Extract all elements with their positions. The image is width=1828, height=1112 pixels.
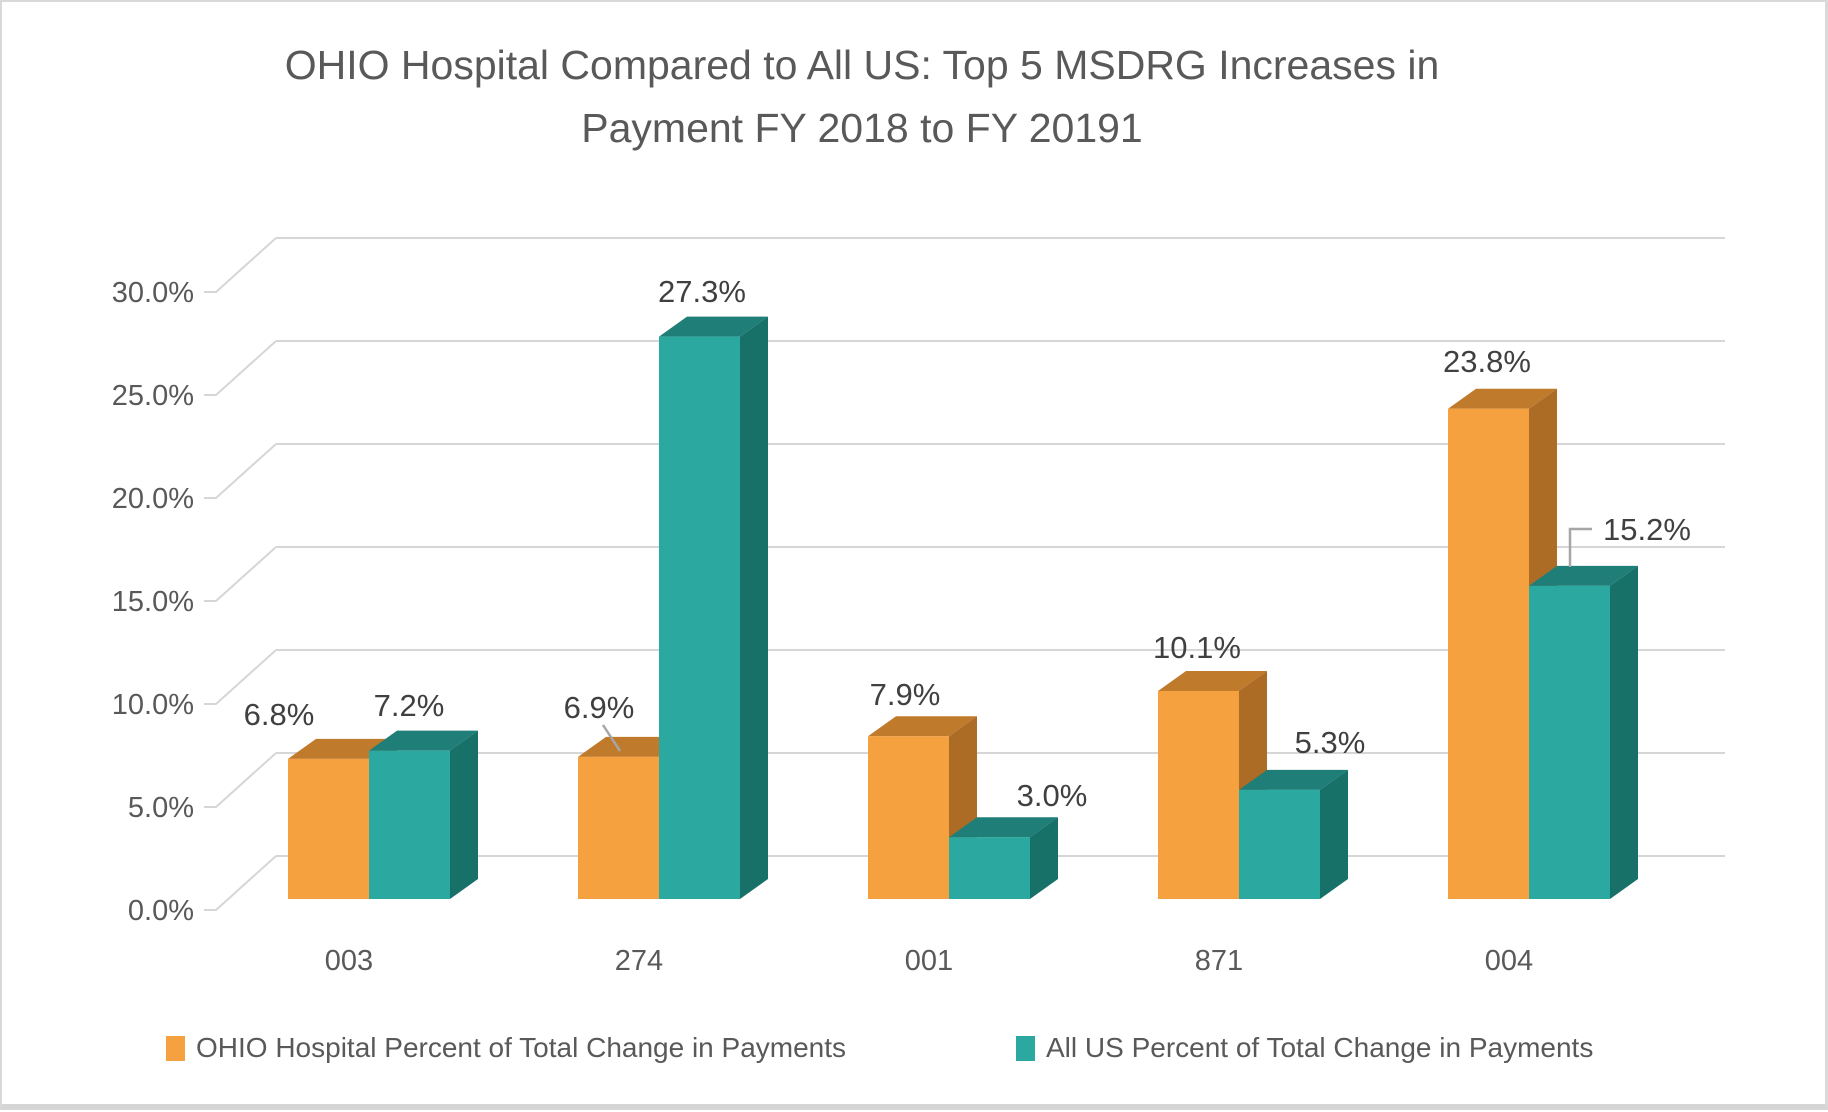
bar-front-ohio-001 xyxy=(868,736,949,899)
bar-side-allus-274 xyxy=(740,316,768,899)
bar-top-allus-001 xyxy=(949,817,1058,838)
legend-swatch-ohio xyxy=(166,1035,185,1061)
bar-top-ohio-871 xyxy=(1158,670,1267,691)
bar-front-ohio-003 xyxy=(288,758,369,899)
category-label-871: 871 xyxy=(1195,945,1243,977)
gridline-diagonal-5 xyxy=(204,752,277,808)
legend-item-allus: All US Percent of Total Change in Paymen… xyxy=(1016,1032,1593,1064)
leader-line-ohio-274 xyxy=(601,724,622,752)
data-label-ohio-274: 6.9% xyxy=(564,690,635,725)
bar-front-allus-001 xyxy=(949,837,1030,899)
chart-title-line2: Payment FY 2018 to FY 20191 xyxy=(581,105,1143,151)
category-label-001: 001 xyxy=(905,945,953,977)
bar-front-allus-003 xyxy=(369,750,450,899)
legend-item-ohio: OHIO Hospital Percent of Total Change in… xyxy=(166,1032,846,1064)
data-label-ohio-001: 7.9% xyxy=(870,677,941,712)
bar-top-allus-004 xyxy=(1529,565,1638,586)
data-label-ohio-871: 10.1% xyxy=(1153,630,1241,665)
legend-label-allus: All US Percent of Total Change in Paymen… xyxy=(1046,1032,1594,1063)
data-label-ohio-004: 23.8% xyxy=(1443,344,1531,379)
bar-side-allus-001 xyxy=(1030,817,1058,899)
data-label-allus-871: 5.3% xyxy=(1295,725,1366,760)
bar-top-allus-274 xyxy=(659,316,768,337)
bar-top-allus-871 xyxy=(1239,769,1348,790)
gridline-diagonal-25 xyxy=(204,340,277,396)
data-label-allus-003: 7.2% xyxy=(374,688,445,723)
gridline-diagonal-15 xyxy=(204,546,277,602)
leader-line-allus-004 xyxy=(1568,527,1592,567)
gridline-diagonal-30 xyxy=(204,237,277,293)
bar-front-ohio-004 xyxy=(1448,408,1529,899)
legend-label-ohio: OHIO Hospital Percent of Total Change in… xyxy=(196,1032,847,1063)
bar-top-ohio-001 xyxy=(868,716,977,737)
y-tick-label-10.0%: 10.0% xyxy=(112,689,194,721)
bar-front-allus-871 xyxy=(1239,789,1320,899)
y-tick-label-30.0%: 30.0% xyxy=(112,277,194,309)
gridline-diagonal-10 xyxy=(204,649,277,705)
data-label-allus-001: 3.0% xyxy=(1017,778,1088,813)
bar-front-ohio-871 xyxy=(1158,690,1239,899)
bar-side-allus-004 xyxy=(1610,565,1638,899)
bar-side-allus-871 xyxy=(1320,769,1348,899)
bar-front-allus-274 xyxy=(659,336,740,899)
y-tick-label-5.0%: 5.0% xyxy=(128,792,194,824)
chart-title: OHIO Hospital Compared to All US: Top 5 … xyxy=(2,34,1722,160)
bar-side-allus-003 xyxy=(450,730,478,899)
bar-front-ohio-274 xyxy=(578,756,659,899)
y-tick-label-15.0%: 15.0% xyxy=(112,586,194,618)
y-tick-label-0.0%: 0.0% xyxy=(128,895,194,927)
bar-front-allus-004 xyxy=(1529,585,1610,899)
bar-top-allus-003 xyxy=(369,730,478,751)
y-tick-label-20.0%: 20.0% xyxy=(112,483,194,515)
bar-top-ohio-004 xyxy=(1448,388,1557,409)
gridline-diagonal-20 xyxy=(204,443,277,499)
category-label-274: 274 xyxy=(615,945,663,977)
data-label-allus-004: 15.2% xyxy=(1603,512,1691,547)
data-label-allus-274: 27.3% xyxy=(658,274,746,309)
category-label-004: 004 xyxy=(1485,945,1533,977)
category-label-003: 003 xyxy=(325,945,373,977)
chart-title-line1: OHIO Hospital Compared to All US: Top 5 … xyxy=(284,42,1440,88)
y-tick-label-25.0%: 25.0% xyxy=(112,380,194,412)
data-label-ohio-003: 6.8% xyxy=(244,697,315,732)
gridline-diagonal-0 xyxy=(204,855,277,911)
legend-swatch-allus xyxy=(1016,1035,1035,1061)
